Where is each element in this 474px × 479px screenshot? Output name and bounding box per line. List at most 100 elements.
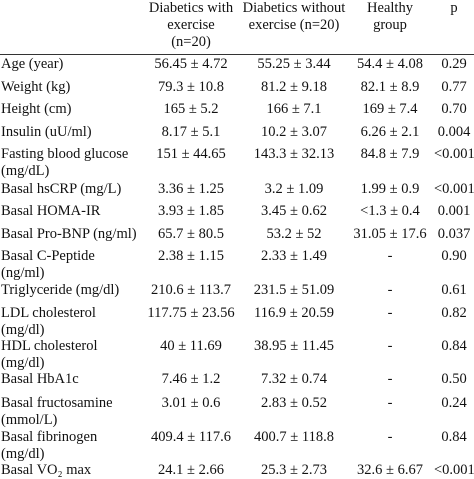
value-without-exercise: 38.95 ± 11.45 — [254, 338, 334, 354]
row-label-line: Basal hsCRP (mg/L) — [1, 181, 122, 197]
value-with-exercise: 165 ± 5.2 — [163, 101, 219, 117]
row-label-line: LDL cholesterol — [1, 305, 96, 321]
value-healthy: 84.8 ± 7.9 — [360, 146, 420, 162]
value-without-exercise: 3.2 ± 1.09 — [264, 181, 324, 197]
row-label-line: Basal Pro-BNP (ng/ml) — [1, 226, 137, 242]
row-label-line: Age (year) — [1, 56, 64, 72]
row-label-line: Basal HOMA-IR — [1, 203, 101, 219]
header-rule — [0, 54, 474, 55]
value-with-exercise: 409.4 ± 117.6 — [151, 429, 231, 445]
row-label: Age (year) — [1, 56, 63, 73]
row-label-line: Basal fibrinogen — [1, 429, 98, 445]
row-label-line: Basal HbA1c — [1, 371, 79, 387]
row-label: Weight (kg) — [1, 79, 70, 96]
value-without-exercise: 81.2 ± 9.18 — [261, 79, 327, 95]
p-value: 0.70 — [441, 101, 467, 117]
header-col4: p — [434, 0, 474, 54]
value-healthy: - — [387, 395, 393, 411]
value-healthy: - — [387, 371, 393, 387]
row-label-line: Height (cm) — [1, 101, 72, 117]
p-value: <0.001 — [434, 146, 474, 162]
value-with-exercise: 8.17 ± 5.1 — [161, 124, 221, 140]
header-col1-line: exercise — [167, 17, 215, 33]
p-value: 0.90 — [441, 248, 467, 264]
p-value: 0.50 — [441, 371, 467, 387]
row-label: Basal Pro-BNP (ng/ml) — [1, 226, 137, 243]
p-value: 0.82 — [441, 305, 467, 321]
value-without-exercise: 166 ± 7.1 — [266, 101, 322, 117]
value-with-exercise: 2.38 ± 1.15 — [158, 248, 224, 264]
p-value: 0.84 — [441, 338, 467, 354]
header-col1: Diabetics with exercise (n=20) — [140, 0, 242, 54]
row-label: Fasting blood glucose (mg/dL) — [1, 146, 128, 180]
value-without-exercise: 231.5 ± 51.09 — [253, 282, 335, 298]
header-col3-line: Healthy — [367, 0, 413, 16]
value-without-exercise: 2.83 ± 0.52 — [261, 395, 327, 411]
row-label-line: HDL cholesterol — [1, 338, 98, 354]
row-label-line: Triglyceride (mg/dl) — [1, 282, 120, 298]
value-healthy: 82.1 ± 8.9 — [360, 79, 420, 95]
row-label-line: (mmol/L) — [1, 412, 58, 428]
value-healthy: - — [387, 338, 393, 354]
p-value: 0.004 — [437, 124, 471, 140]
value-with-exercise: 210.6 ± 113.7 — [151, 282, 231, 298]
p-value: 0.77 — [441, 79, 467, 95]
p-value: 0.001 — [437, 203, 471, 219]
value-with-exercise: 65.7 ± 80.5 — [158, 226, 224, 242]
p-value: <0.001 — [434, 181, 474, 197]
value-healthy: - — [387, 248, 393, 264]
value-without-exercise: 53.2 ± 52 — [266, 226, 322, 242]
row-label: Basal hsCRP (mg/L) — [1, 181, 121, 198]
row-label-line: Weight (kg) — [1, 79, 71, 95]
value-without-exercise: 3.45 ± 0.62 — [261, 203, 327, 219]
row-label-line: (ng/ml) — [1, 265, 45, 281]
value-with-exercise: 56.45 ± 4.72 — [154, 56, 228, 72]
value-with-exercise: 40 ± 11.69 — [160, 338, 222, 354]
header-col1-line: (n=20) — [171, 34, 211, 50]
value-healthy: - — [387, 305, 393, 321]
header-col2-line: Diabetics without — [242, 0, 346, 16]
value-without-exercise: 143.3 ± 32.13 — [253, 146, 335, 162]
p-value: 0.61 — [441, 282, 467, 298]
value-without-exercise: 25.3 ± 2.73 — [261, 462, 327, 478]
row-label: Basal fructosamine (mmol/L) — [1, 395, 113, 429]
value-healthy: 32.6 ± 6.67 — [357, 462, 423, 478]
header-col1-line: Diabetics with — [148, 0, 234, 16]
row-label-line: Insulin (uU/ml) — [1, 124, 92, 140]
p-value: 0.29 — [441, 56, 467, 72]
value-without-exercise: 10.2 ± 3.07 — [261, 124, 327, 140]
value-healthy: <1.3 ± 0.4 — [360, 203, 420, 219]
row-label: Triglyceride (mg/dl) — [1, 282, 119, 299]
p-value: 0.24 — [441, 395, 467, 411]
row-label: Basal VO₂ max — [1, 462, 91, 479]
value-healthy: 54.4 ± 4.08 — [357, 56, 423, 72]
row-label-line: Fasting blood glucose — [1, 146, 129, 162]
row-label: Basal HbA1c — [1, 371, 79, 388]
row-label-line: (mg/dl) — [1, 446, 45, 462]
p-value: 0.84 — [441, 429, 467, 445]
value-with-exercise: 24.1 ± 2.66 — [158, 462, 224, 478]
row-label-line: Basal VO₂ max — [1, 462, 92, 478]
row-label: Height (cm) — [1, 101, 71, 118]
value-healthy: - — [387, 282, 393, 298]
value-healthy: - — [387, 429, 393, 445]
row-label-line: (mg/dL) — [1, 163, 50, 179]
value-with-exercise: 7.46 ± 1.2 — [161, 371, 221, 387]
row-label: Insulin (uU/ml) — [1, 124, 92, 141]
p-value: <0.001 — [434, 462, 474, 478]
row-label: Basal HOMA-IR — [1, 203, 100, 220]
value-without-exercise: 2.33 ± 1.49 — [261, 248, 327, 264]
header-col2-line: exercise (n=20) — [248, 17, 340, 33]
value-without-exercise: 400.7 ± 118.8 — [254, 429, 334, 445]
row-label-line: Basal fructosamine — [1, 395, 113, 411]
value-with-exercise: 79.3 ± 10.8 — [158, 79, 224, 95]
value-without-exercise: 55.25 ± 3.44 — [257, 56, 331, 72]
value-without-exercise: 7.32 ± 0.74 — [261, 371, 327, 387]
header-col3-line: group — [373, 17, 407, 33]
value-with-exercise: 3.36 ± 1.25 — [158, 181, 224, 197]
value-with-exercise: 3.93 ± 1.85 — [158, 203, 224, 219]
p-value: 0.037 — [437, 226, 471, 242]
row-label: LDL cholesterol (mg/dl) — [1, 305, 96, 339]
value-with-exercise: 117.75 ± 23.56 — [147, 305, 235, 321]
